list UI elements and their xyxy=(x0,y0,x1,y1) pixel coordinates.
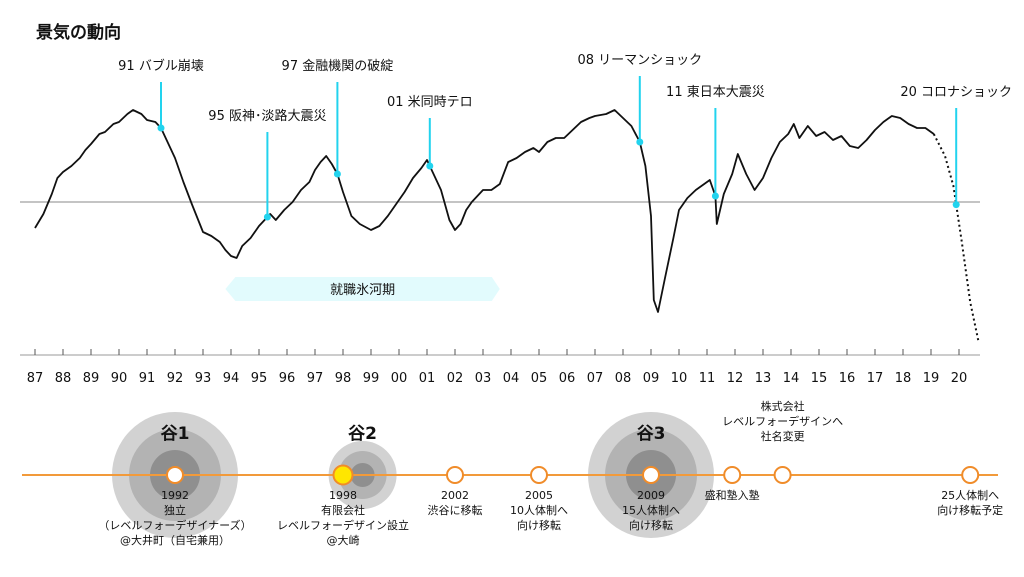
x-tick-label: 95 xyxy=(251,371,268,386)
economy-index-line xyxy=(34,109,935,313)
event-marker-dot xyxy=(952,201,960,209)
x-tick-label: 06 xyxy=(559,371,576,386)
milestone-text: レベルフォーデザイン設立 xyxy=(277,518,409,532)
event-label: 08 リーマンショック xyxy=(577,53,702,68)
milestone-text: 25人体制へ xyxy=(941,488,999,502)
milestone-dot xyxy=(446,466,464,484)
milestone-text: 1998 xyxy=(329,489,357,502)
milestone-text: 15人体制へ xyxy=(622,503,680,517)
event-marker-dot xyxy=(157,124,165,132)
milestone-dot xyxy=(530,466,548,484)
milestone-text: 渋谷に移転 xyxy=(428,504,483,517)
x-tick-label: 09 xyxy=(643,371,660,386)
milestone-text: 2005 xyxy=(525,489,553,502)
milestone-text-above: 株式会社 xyxy=(761,399,805,413)
event-marker-dot xyxy=(263,213,271,221)
milestone-text: 向け移転 xyxy=(517,518,561,532)
x-tick-label: 04 xyxy=(503,371,520,386)
chart-title: 景気の動向 xyxy=(36,23,121,43)
milestone-text: 向け移転 xyxy=(629,518,673,532)
milestone-dot xyxy=(723,466,742,484)
milestone-text: 2002 xyxy=(441,489,469,502)
milestone-dot xyxy=(961,466,980,484)
event-label: 91 バブル崩壊 xyxy=(118,58,204,74)
milestone-text: @大井町（自宅兼用） xyxy=(120,533,230,547)
event-marker-dot xyxy=(426,162,434,170)
milestone-dot-highlight xyxy=(332,464,354,486)
x-tick-label: 05 xyxy=(531,371,548,386)
valley-label: 谷1 xyxy=(161,424,190,444)
x-tick-label: 11 xyxy=(699,371,716,386)
milestone-text: 盛和塾入塾 xyxy=(705,488,760,502)
x-tick-label: 14 xyxy=(783,371,800,386)
x-tick-label: 93 xyxy=(195,371,212,386)
event-label: 20 コロナショック xyxy=(900,85,1012,100)
valley-label: 谷2 xyxy=(348,424,377,444)
milestone-text: 1992 xyxy=(161,489,189,502)
event-label: 01 米同時テロ xyxy=(387,95,473,110)
x-tick-label: 90 xyxy=(111,371,128,386)
valley-label: 谷3 xyxy=(637,424,666,444)
hiring-freeze-label: 就職氷河期 xyxy=(330,283,395,298)
x-tick-label: 89 xyxy=(83,371,100,386)
x-tick-label: 94 xyxy=(223,371,240,386)
x-tick-label: 20 xyxy=(951,371,968,386)
projection-line xyxy=(932,133,980,343)
x-tick-label: 12 xyxy=(727,371,744,386)
x-tick-label: 92 xyxy=(167,371,184,386)
event-marker-dot xyxy=(636,138,644,146)
x-tick-label: 16 xyxy=(839,371,856,386)
milestone-text-above: 社名変更 xyxy=(761,429,805,443)
milestone-text: 10人体制へ xyxy=(510,503,568,517)
x-tick-label: 17 xyxy=(867,371,884,386)
milestone-text: 向け移転予定 xyxy=(937,503,1003,517)
x-tick-label: 98 xyxy=(335,371,352,386)
x-tick-label: 03 xyxy=(475,371,492,386)
event-label: 11 東日本大震災 xyxy=(666,84,765,100)
x-tick-label: 96 xyxy=(279,371,296,386)
x-tick-label: 02 xyxy=(447,371,464,386)
x-tick-label: 10 xyxy=(671,371,688,386)
event-marker-dot xyxy=(333,170,341,178)
hiring-freeze-band xyxy=(225,277,500,301)
milestone-dot xyxy=(166,466,184,484)
milestone-text: 独立 xyxy=(164,503,186,517)
x-tick-label: 01 xyxy=(419,371,436,386)
x-tick-label: 19 xyxy=(923,371,940,386)
x-tick-label: 00 xyxy=(391,371,408,386)
x-tick-label: 18 xyxy=(895,371,912,386)
x-tick-label: 15 xyxy=(811,371,828,386)
event-label: 97 金融機関の破綻 xyxy=(282,58,394,74)
milestone-text: 有限会社 xyxy=(321,503,365,517)
x-tick-label: 07 xyxy=(587,371,604,386)
event-marker-dot xyxy=(711,192,719,200)
x-tick-label: 91 xyxy=(139,371,156,386)
milestone-dot xyxy=(642,466,660,484)
x-tick-label: 13 xyxy=(755,371,772,386)
milestone-text-above: レベルフォーデザインへ xyxy=(722,414,843,428)
event-label: 95 阪神･淡路大震災 xyxy=(208,108,326,124)
milestone-text: 2009 xyxy=(637,489,665,502)
x-tick-label: 99 xyxy=(363,371,380,386)
milestone-text: @大崎 xyxy=(327,533,360,547)
x-tick-label: 88 xyxy=(55,371,72,386)
milestone-text: （レベルフォーデザイナーズ） xyxy=(98,518,251,532)
x-tick-label: 87 xyxy=(27,371,44,386)
milestone-dot xyxy=(773,466,792,484)
x-tick-label: 08 xyxy=(615,371,632,386)
x-tick-label: 97 xyxy=(307,371,324,386)
